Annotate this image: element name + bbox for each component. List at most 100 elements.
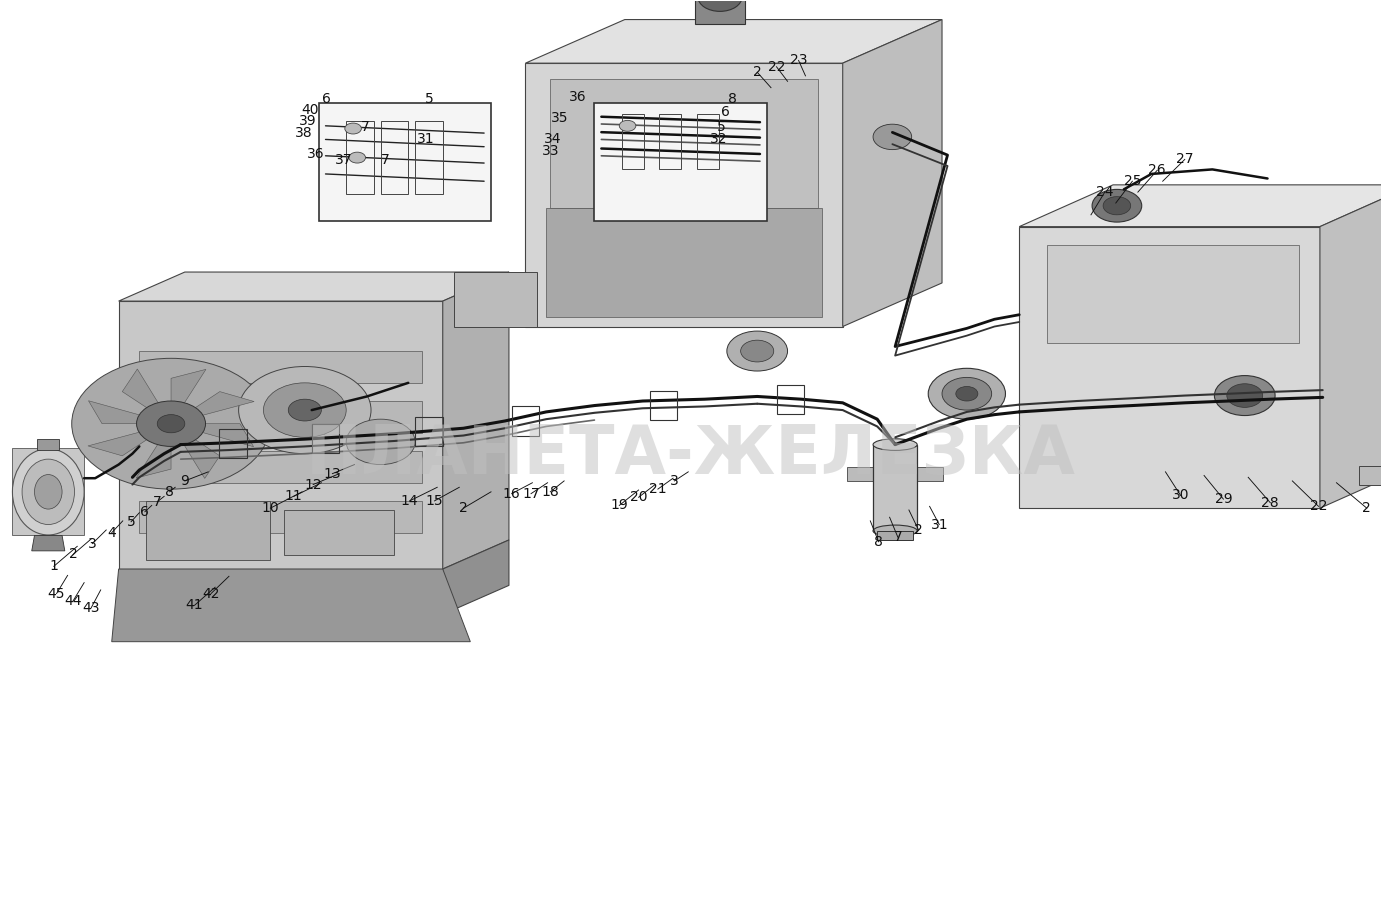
Ellipse shape: [35, 475, 62, 509]
Polygon shape: [1020, 227, 1320, 508]
Polygon shape: [171, 424, 220, 478]
Text: 6: 6: [141, 505, 149, 518]
Text: 14: 14: [401, 494, 419, 508]
Polygon shape: [1359, 466, 1382, 485]
Circle shape: [158, 415, 185, 433]
Polygon shape: [122, 369, 171, 424]
Polygon shape: [1020, 185, 1382, 227]
Text: 6: 6: [721, 105, 730, 119]
Bar: [697, 114, 719, 169]
Circle shape: [929, 368, 1006, 419]
Text: 15: 15: [426, 494, 444, 508]
Circle shape: [741, 340, 774, 362]
Circle shape: [239, 366, 370, 454]
Bar: [594, 103, 767, 221]
Polygon shape: [119, 569, 442, 614]
Circle shape: [289, 399, 322, 421]
Bar: [140, 451, 422, 483]
Text: 5: 5: [717, 119, 726, 134]
Polygon shape: [171, 424, 254, 446]
Text: 7: 7: [153, 495, 162, 509]
Circle shape: [1227, 384, 1263, 407]
Circle shape: [1215, 375, 1276, 415]
Text: 3: 3: [88, 537, 97, 550]
Text: 37: 37: [334, 153, 352, 168]
Circle shape: [727, 331, 788, 371]
Polygon shape: [843, 19, 943, 326]
Text: 22: 22: [1310, 499, 1327, 514]
Polygon shape: [171, 392, 254, 424]
Polygon shape: [442, 272, 509, 569]
Bar: [873, 445, 918, 531]
Text: 33: 33: [542, 144, 560, 159]
Bar: [622, 114, 644, 169]
Polygon shape: [525, 63, 843, 326]
Bar: [146, 501, 271, 560]
Polygon shape: [525, 19, 943, 63]
Polygon shape: [12, 448, 84, 536]
Text: 2: 2: [69, 548, 77, 561]
Text: 20: 20: [630, 490, 647, 505]
Bar: [1046, 245, 1299, 343]
Bar: [319, 103, 491, 221]
Text: 7: 7: [380, 153, 390, 168]
Circle shape: [943, 377, 992, 410]
Text: 8: 8: [166, 485, 174, 499]
Polygon shape: [171, 369, 206, 424]
Polygon shape: [546, 209, 822, 317]
Text: 36: 36: [307, 147, 325, 161]
Circle shape: [1103, 197, 1130, 215]
Text: 9: 9: [181, 474, 189, 488]
Text: 39: 39: [299, 114, 316, 128]
Polygon shape: [1320, 185, 1382, 508]
Text: 26: 26: [1148, 163, 1166, 178]
Bar: [415, 121, 442, 194]
Polygon shape: [453, 272, 536, 326]
Circle shape: [698, 0, 742, 11]
Circle shape: [348, 152, 365, 163]
Circle shape: [1092, 189, 1142, 222]
Circle shape: [692, 189, 726, 211]
Bar: [380, 121, 408, 194]
Text: 2: 2: [753, 66, 761, 79]
Circle shape: [681, 182, 737, 219]
Text: 36: 36: [569, 90, 587, 104]
Text: 10: 10: [261, 501, 279, 516]
Text: 3: 3: [670, 474, 679, 488]
Bar: [37, 439, 59, 450]
Text: 4: 4: [108, 526, 116, 539]
Text: 41: 41: [185, 599, 203, 612]
Text: 8: 8: [728, 93, 737, 107]
Circle shape: [264, 383, 347, 437]
Text: 35: 35: [551, 110, 569, 125]
Text: 13: 13: [323, 466, 341, 481]
Circle shape: [619, 120, 636, 131]
Polygon shape: [119, 302, 442, 569]
Text: 11: 11: [285, 489, 303, 504]
Text: 2: 2: [459, 501, 467, 516]
Text: 1: 1: [50, 559, 58, 573]
Bar: [140, 351, 422, 383]
Text: 38: 38: [294, 126, 312, 140]
Bar: [878, 531, 912, 540]
Text: 31: 31: [417, 132, 435, 147]
Text: 22: 22: [768, 60, 785, 74]
Text: 28: 28: [1262, 496, 1280, 510]
Text: 32: 32: [710, 132, 727, 147]
Text: 44: 44: [65, 594, 82, 608]
Polygon shape: [88, 424, 171, 456]
Text: 25: 25: [1124, 174, 1142, 189]
Ellipse shape: [22, 459, 75, 525]
Circle shape: [137, 401, 206, 446]
Text: 23: 23: [791, 54, 807, 67]
Polygon shape: [32, 536, 65, 551]
Bar: [659, 114, 681, 169]
Text: 42: 42: [202, 587, 220, 600]
Text: 8: 8: [875, 535, 883, 548]
Bar: [285, 510, 394, 556]
Text: 6: 6: [322, 93, 332, 107]
Polygon shape: [135, 424, 171, 478]
Bar: [347, 121, 373, 194]
Text: 18: 18: [542, 485, 560, 499]
Circle shape: [873, 124, 912, 149]
